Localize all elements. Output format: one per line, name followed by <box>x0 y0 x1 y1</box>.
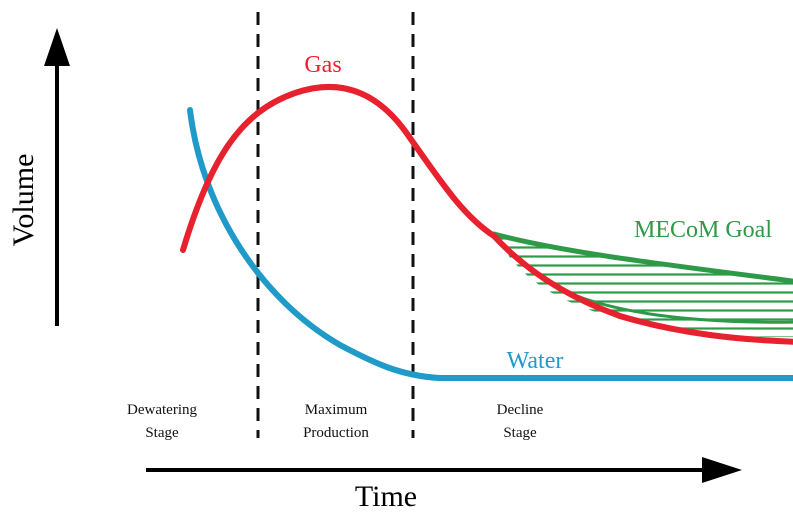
gas-label: Gas <box>304 52 341 78</box>
stage-label-decline-line2: Stage <box>503 425 537 441</box>
stage-label-maximum-line2: Production <box>303 425 369 441</box>
mecom-goal-curve <box>491 231 793 284</box>
stage-label-dewatering-line2: Stage <box>145 425 179 441</box>
y-axis-title: Volume <box>7 154 40 247</box>
x-axis-title: Time <box>355 480 417 513</box>
stage-label-decline-line1: Decline <box>497 402 544 418</box>
water-label: Water <box>507 348 564 374</box>
y-axis-arrowhead <box>44 28 70 66</box>
x-axis-arrowhead <box>702 457 742 483</box>
stage-label-maximum-line1: Maximum <box>305 402 368 418</box>
mecom-goal-hatched-area <box>494 234 793 338</box>
water-curve <box>187 107 793 381</box>
gas-curve <box>180 83 793 345</box>
stage-label-dewatering-line1: Dewatering <box>127 402 197 418</box>
mecom-goal-label: MECoM Goal <box>634 217 772 243</box>
